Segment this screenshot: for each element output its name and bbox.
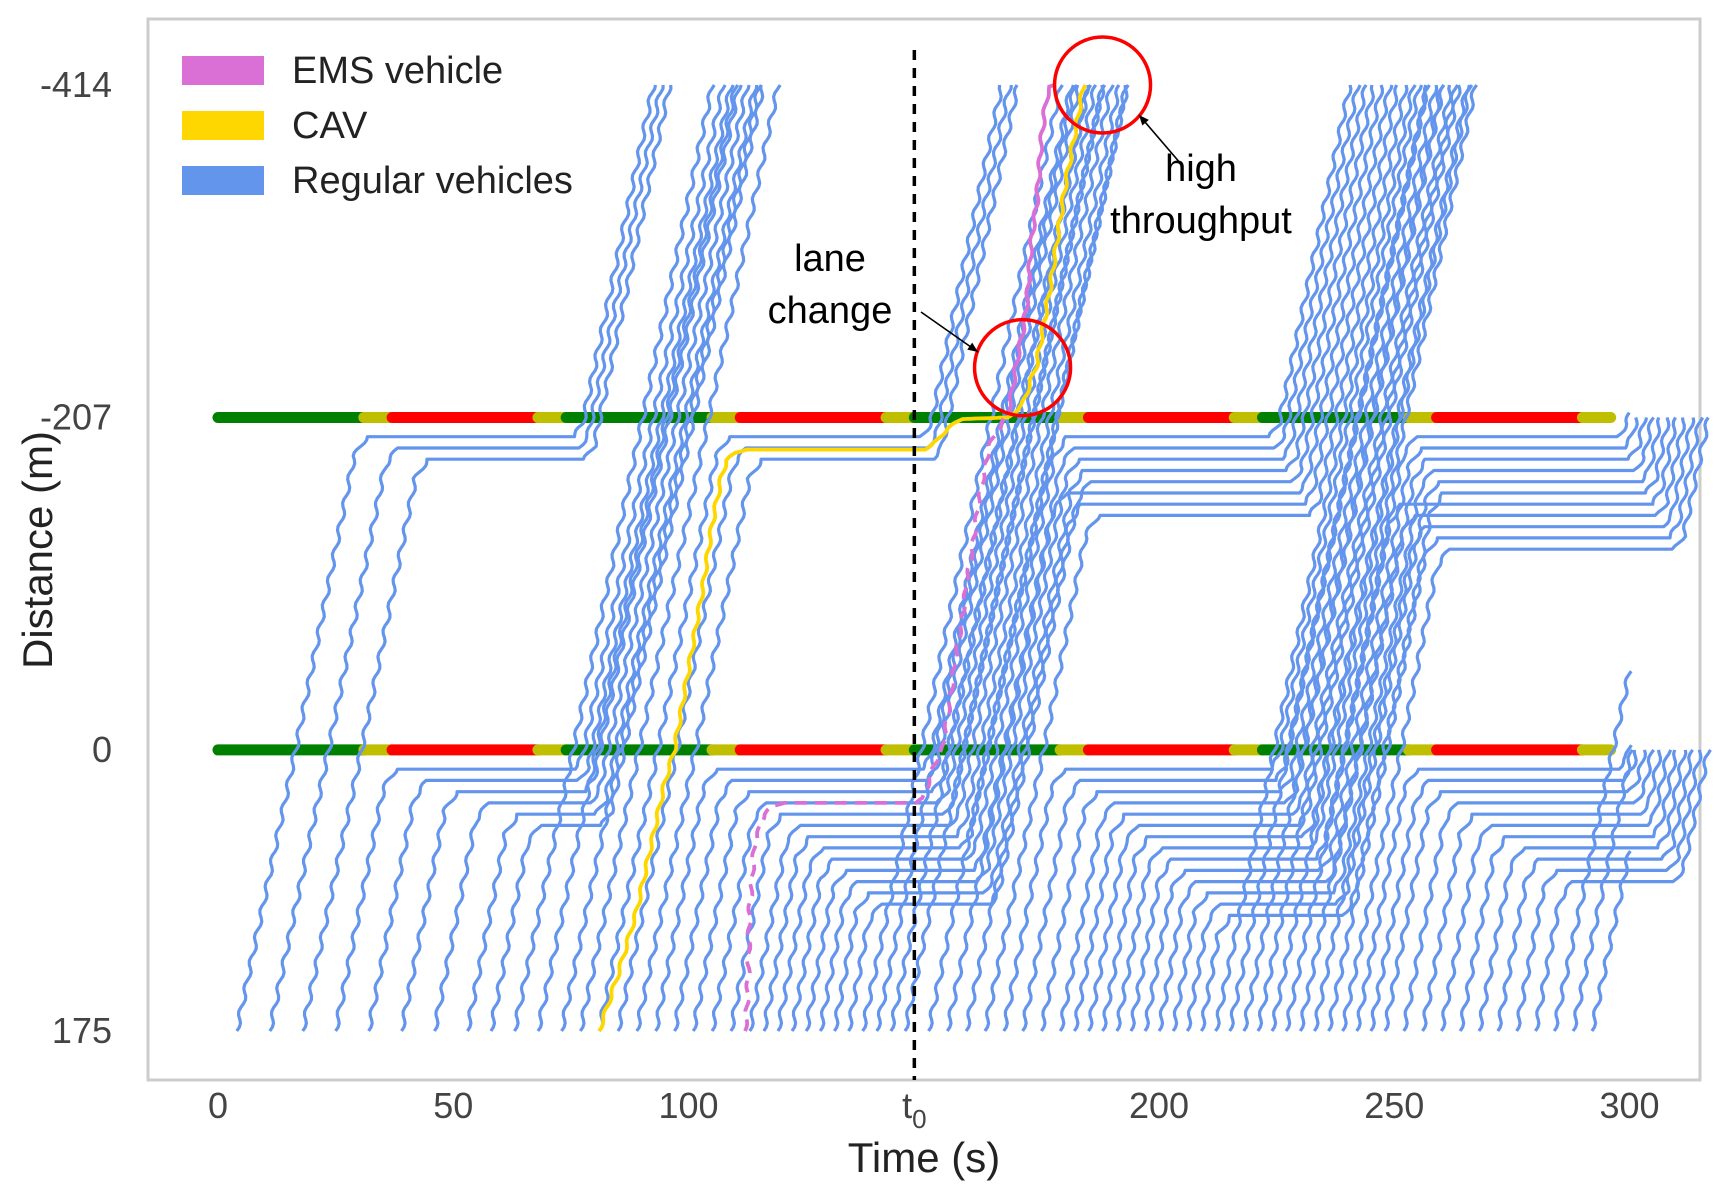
regular-trajectory bbox=[235, 84, 658, 1032]
regular-trajectory bbox=[1458, 749, 1678, 1032]
regular-trajectory bbox=[1355, 744, 1633, 1032]
regular-trajectory bbox=[1402, 748, 1655, 1032]
legend-label: CAV bbox=[292, 105, 368, 147]
regular-trajectory bbox=[466, 84, 759, 1032]
legend-label: EMS vehicle bbox=[292, 50, 503, 92]
x-tick-label: 100 bbox=[658, 1085, 718, 1126]
regular-trajectory bbox=[1256, 84, 1460, 1032]
regular-trajectory bbox=[1421, 749, 1662, 1032]
regular-trajectory bbox=[945, 84, 1394, 1032]
regular-trajectory bbox=[1143, 417, 1639, 1032]
regular-trajectory bbox=[1270, 84, 1474, 1032]
regular-trajectory bbox=[536, 84, 740, 1032]
regular-trajectory bbox=[790, 84, 1353, 1032]
annotation-text: high bbox=[1165, 148, 1237, 190]
regular-trajectory bbox=[1115, 84, 1478, 1032]
regular-trajectory bbox=[400, 84, 743, 1032]
regular-trajectory bbox=[1185, 417, 1662, 1032]
regular-trajectory bbox=[334, 84, 727, 1032]
regular-trajectory bbox=[1571, 748, 1634, 1032]
cav-trajectory bbox=[597, 84, 1088, 1033]
regular-trajectory bbox=[927, 84, 1130, 1032]
regular-trajectory bbox=[597, 84, 1003, 1032]
regular-trajectory bbox=[833, 84, 1375, 1032]
regular-trajectory bbox=[1590, 850, 1632, 1032]
regular-trajectory bbox=[847, 84, 1384, 1032]
regular-trajectory bbox=[1327, 416, 1705, 1032]
regular-trajectory bbox=[673, 84, 1080, 1032]
regular-trajectory bbox=[1171, 416, 1655, 1032]
regular-trajectory bbox=[964, 84, 1399, 1032]
regular-trajectory bbox=[1214, 84, 1417, 1032]
regular-trajectory bbox=[875, 84, 1078, 1032]
regular-trajectory bbox=[1002, 84, 1424, 1032]
annotation-text: lane bbox=[794, 238, 866, 280]
regular-trajectory bbox=[1439, 749, 1673, 1032]
annotation-arrowhead bbox=[1139, 115, 1149, 126]
regular-trajectory bbox=[1496, 749, 1694, 1032]
y-tick-label: -207 bbox=[40, 396, 112, 437]
regular-trajectory bbox=[1312, 417, 1696, 1032]
regular-trajectory bbox=[616, 84, 1013, 1032]
annotation-arrowhead bbox=[967, 342, 978, 352]
annotations: lane change high throughput bbox=[768, 35, 1292, 418]
y-tick-label: 175 bbox=[52, 1010, 112, 1051]
regular-trajectory bbox=[1383, 749, 1647, 1032]
legend-swatch bbox=[182, 166, 264, 195]
regular-trajectory bbox=[1021, 84, 1428, 1032]
regular-trajectory bbox=[861, 84, 1064, 1032]
regular-trajectory bbox=[578, 84, 782, 1032]
annotation-text: throughput bbox=[1110, 200, 1292, 242]
regular-trajectory bbox=[1228, 84, 1431, 1032]
legend: EMS vehicle CAV Regular vehicles bbox=[182, 50, 573, 202]
regular-trajectory bbox=[1298, 417, 1686, 1032]
annotation-arrow bbox=[920, 311, 979, 353]
annotation-text: change bbox=[768, 290, 893, 332]
highlighted-trajectories bbox=[597, 83, 1088, 1033]
x-tick-label: 300 bbox=[1599, 1085, 1659, 1126]
legend-swatch bbox=[182, 111, 264, 140]
regular-trajectory bbox=[1072, 84, 1453, 1032]
x-tick-label: 0 bbox=[208, 1085, 228, 1126]
regular-trajectory bbox=[433, 84, 751, 1032]
regular-trajectory bbox=[748, 84, 1115, 1032]
regular-trajectory bbox=[1534, 749, 1712, 1032]
regular-vehicle-trajectories bbox=[235, 84, 1712, 1032]
y-axis-label: Distance (m) bbox=[14, 431, 61, 669]
regular-trajectory bbox=[513, 84, 716, 1032]
regular-trajectory bbox=[1477, 749, 1688, 1032]
regular-trajectory bbox=[560, 84, 763, 1032]
regular-trajectory bbox=[635, 84, 1019, 1032]
regular-trajectory bbox=[818, 84, 1368, 1032]
regular-trajectory bbox=[268, 84, 665, 1032]
x-tick-label: 50 bbox=[433, 1085, 473, 1126]
regular-trajectory bbox=[1369, 749, 1638, 1032]
legend-swatch bbox=[182, 56, 264, 85]
regular-trajectory bbox=[301, 84, 673, 1032]
regular-trajectory bbox=[1242, 84, 1445, 1032]
regular-trajectory bbox=[729, 84, 1106, 1032]
x-tick-label: 200 bbox=[1129, 1085, 1189, 1126]
regular-trajectory bbox=[367, 84, 735, 1032]
y-tick-label: 0 bbox=[92, 729, 112, 770]
annotation-arrow bbox=[1138, 114, 1182, 165]
regular-trajectory bbox=[903, 84, 1107, 1032]
x-tick-label: t0 bbox=[902, 1085, 926, 1134]
regular-trajectory bbox=[1341, 416, 1710, 1032]
regular-trajectory bbox=[1552, 670, 1633, 1032]
ems-trajectory-dashed bbox=[743, 411, 1011, 1032]
ems-trajectory bbox=[1007, 83, 1056, 414]
regular-trajectory bbox=[1284, 416, 1677, 1032]
x-axis-label: Time (s) bbox=[848, 1134, 1000, 1181]
x-tick-label: 250 bbox=[1364, 1085, 1424, 1126]
y-tick-label: -414 bbox=[40, 64, 112, 105]
legend-label: Regular vehicles bbox=[292, 160, 573, 202]
annotation-circle bbox=[972, 317, 1073, 418]
regular-trajectory bbox=[1040, 84, 1439, 1032]
annotation-circle bbox=[1052, 35, 1153, 135]
regular-trajectory bbox=[762, 84, 1121, 1032]
regular-trajectory bbox=[983, 84, 1409, 1032]
regular-trajectory bbox=[710, 84, 1098, 1032]
